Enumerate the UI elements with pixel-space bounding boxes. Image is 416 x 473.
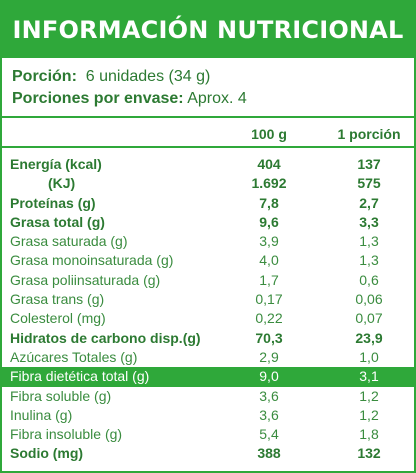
nutrient-name: Inulina (g) — [10, 406, 73, 423]
servings-per-pack-value: Aprox. 4 — [187, 90, 247, 107]
nutrient-table: Energía (kcal) 404 137 (KJ) 1.692 575 Proteína… — [2, 155, 414, 464]
value-per-100g: 1.692 — [251, 175, 287, 192]
nutrient-row: Grasa saturada (g) 3,9 1,3 — [2, 232, 414, 251]
nutrient-row: Colesterol (mg) 0,22 0,07 — [2, 309, 414, 328]
value-per-portion: 0,6 — [359, 271, 379, 288]
nutrient-row: Fibra insoluble (g) 5,4 1,8 — [2, 425, 414, 444]
value-per-portion: 1,3 — [359, 252, 379, 269]
nutrient-row: Energía (kcal) 404 137 — [2, 155, 414, 174]
value-per-100g: 0,17 — [255, 291, 283, 308]
nutrient-name: Sodio (mg) — [10, 445, 84, 462]
nutrient-name: Fibra dietética total (g) — [10, 368, 150, 385]
nutrient-row: Grasa monoinsaturada (g) 4,0 1,3 — [2, 251, 414, 270]
portion-label: Porción: — [12, 68, 77, 85]
value-per-100g: 70,3 — [255, 329, 283, 346]
value-per-portion: 0,07 — [355, 310, 383, 327]
value-per-portion: 132 — [357, 445, 381, 462]
value-per-100g: 3,6 — [259, 387, 279, 404]
nutrient-row: Grasa total (g) 9,6 3,3 — [2, 213, 414, 232]
value-per-100g: 404 — [257, 156, 281, 172]
value-per-100g: 1,7 — [259, 271, 279, 288]
value-per-portion: 1,0 — [359, 348, 379, 365]
servings-per-pack-line: Porciones por envase: Aprox. 4 — [12, 88, 414, 110]
nutrient-name: Grasa saturada (g) — [10, 233, 128, 250]
value-per-portion: 1,8 — [359, 426, 379, 443]
value-per-portion: 3,1 — [359, 368, 379, 385]
nutrient-row: Fibra soluble (g) 3,6 1,2 — [2, 387, 414, 406]
portion-line: Porción: 6 unidades (34 g) — [12, 66, 414, 88]
value-per-portion: 23,9 — [355, 329, 383, 346]
nutrient-row: Grasa trans (g) 0,17 0,06 — [2, 290, 414, 309]
nutrient-name: Fibra insoluble (g) — [10, 426, 123, 443]
nutrient-name: Grasa monoinsaturada (g) — [10, 252, 174, 269]
value-per-portion: 575 — [357, 175, 381, 192]
nutrient-row: Sodio (mg) 388 132 — [2, 444, 414, 463]
nutrient-name: Fibra soluble (g) — [10, 387, 112, 404]
value-per-100g: 5,4 — [259, 426, 279, 443]
nutrient-name: Hidratos de carbono disp.(g) — [10, 329, 201, 346]
nutrient-row: Hidratos de carbono disp.(g) 70,3 23,9 — [2, 329, 414, 348]
column-header-100g: 100 g — [251, 126, 287, 142]
value-per-portion: 137 — [357, 156, 381, 172]
value-per-100g: 388 — [257, 445, 281, 462]
nutrient-name: Energía (kcal) — [10, 156, 102, 172]
value-per-100g: 9,0 — [259, 368, 279, 385]
nutrient-row: Proteínas (g) 7,8 2,7 — [2, 194, 414, 213]
nutrient-name: Azúcares Totales (g) — [10, 348, 138, 365]
value-per-portion: 3,3 — [359, 213, 379, 230]
panel-title: INFORMACIÓN NUTRICIONAL — [2, 2, 414, 58]
value-per-100g: 9,6 — [259, 213, 279, 230]
value-per-portion: 1,3 — [359, 233, 379, 250]
nutrient-name: Colesterol (mg) — [10, 310, 106, 327]
value-per-100g: 3,6 — [259, 406, 279, 423]
nutrient-row: Fibra dietética total (g) 9,0 3,1 — [2, 367, 414, 387]
nutrient-row: (KJ) 1.692 575 — [2, 174, 414, 193]
portion-value: 6 unidades (34 g) — [85, 68, 211, 85]
nutrient-row: Azúcares Totales (g) 2,9 1,0 — [2, 348, 414, 367]
value-per-portion: 1,2 — [359, 406, 379, 423]
value-per-portion: 2,7 — [359, 194, 379, 211]
value-per-100g: 4,0 — [259, 252, 279, 269]
value-per-100g: 0,22 — [255, 310, 283, 327]
column-headers: 100 g 1 porción — [2, 118, 414, 148]
nutrient-name: Grasa total (g) — [10, 213, 105, 230]
nutrient-name: Grasa poliinsaturada (g) — [10, 271, 161, 288]
value-per-100g: 3,9 — [259, 233, 279, 250]
value-per-100g: 2,9 — [259, 348, 279, 365]
value-per-100g: 7,8 — [259, 194, 279, 211]
servings-per-pack-label: Porciones por envase: — [12, 90, 184, 107]
serving-info: Porción: 6 unidades (34 g) Porciones por… — [2, 58, 414, 118]
nutrient-name: (KJ) — [48, 175, 76, 192]
value-per-portion: 1,2 — [359, 387, 379, 404]
nutrient-name: Proteínas (g) — [10, 194, 96, 211]
nutrient-name: Grasa trans (g) — [10, 291, 105, 308]
column-header-portion: 1 porción — [337, 126, 401, 142]
nutrient-row: Inulina (g) 3,6 1,2 — [2, 406, 414, 425]
value-per-portion: 0,06 — [355, 291, 383, 308]
nutrient-row: Grasa poliinsaturada (g) 1,7 0,6 — [2, 271, 414, 290]
